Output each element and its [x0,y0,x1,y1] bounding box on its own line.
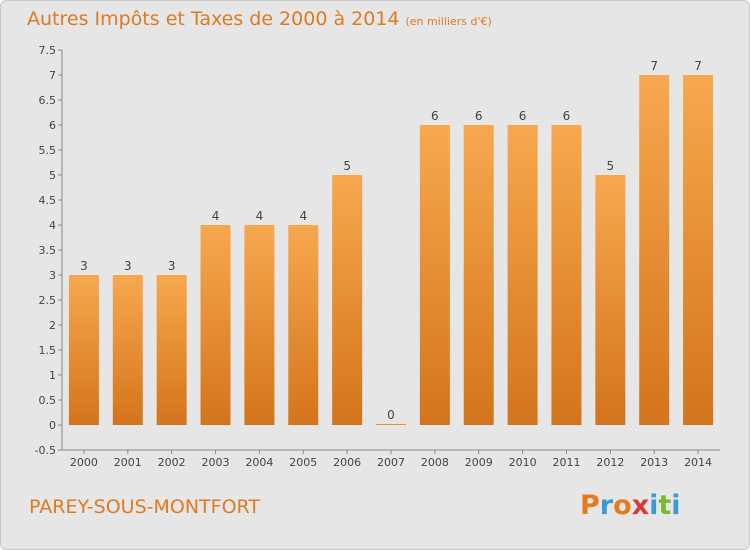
bar-value-label: 3 [124,259,132,273]
x-tick-label: 2004 [245,456,273,469]
x-tick-label: 2002 [158,456,186,469]
y-tick-label: 7 [49,69,56,82]
y-tick-label: 1.5 [39,344,57,357]
bar-value-label: 5 [343,159,351,173]
bar-value-label: 6 [475,109,483,123]
bar [156,275,187,425]
bar [419,125,450,425]
y-tick-label: -0.5 [35,444,56,457]
x-tick-label: 2005 [289,456,317,469]
bar [332,175,363,425]
bar [112,275,143,425]
bar [551,125,582,425]
y-tick-label: 3 [49,269,56,282]
chart-title: Autres Impôts et Taxes de 2000 à 2014 (en… [27,8,492,30]
bar [200,225,231,425]
x-tick-label: 2009 [465,456,493,469]
y-tick-label: 0 [49,419,56,432]
bar-value-label: 3 [80,259,88,273]
bar-value-label: 4 [256,209,264,223]
x-tick-label: 2001 [114,456,142,469]
bar [639,75,670,425]
bar [683,75,714,425]
bar-value-label: 6 [563,109,571,123]
y-tick-label: 3.5 [39,244,57,257]
y-tick-label: 7.5 [39,44,57,57]
logo-letter: t [658,490,672,521]
x-tick-label: 2007 [377,456,405,469]
town-name: PAREY-SOUS-MONTFORT [29,496,260,518]
y-tick-label: 6 [49,119,56,132]
chart-unit: (en milliers d'€) [405,15,492,28]
logo-letter: x [631,490,650,521]
y-tick-label: 4.5 [39,194,57,207]
logo-letter: i [671,490,681,521]
bar [244,225,275,425]
x-tick-label: 2012 [596,456,624,469]
y-tick-label: 4 [49,219,56,232]
bar [68,275,99,425]
y-tick-label: 5 [49,169,56,182]
y-tick-label: 0.5 [39,394,57,407]
proxiti-logo: Proxiti [580,490,681,521]
x-tick-label: 2011 [552,456,580,469]
bar [376,424,406,425]
logo-letter: o [613,490,632,521]
bar [288,225,319,425]
bar-value-label: 6 [431,109,439,123]
y-tick-label: 6.5 [39,94,57,107]
bar-value-label: 5 [607,159,615,173]
bar-value-label: 3 [168,259,176,273]
y-tick-label: 1 [49,369,56,382]
bar [595,175,626,425]
logo-letter: r [599,490,614,521]
bar-value-label: 7 [650,59,658,73]
bar-value-label: 4 [299,209,307,223]
x-tick-label: 2010 [509,456,537,469]
bar-value-label: 0 [387,408,395,422]
x-tick-label: 2003 [202,456,230,469]
y-tick-label: 2.5 [39,294,57,307]
bar [507,125,538,425]
bar-value-label: 4 [212,209,220,223]
bar-value-label: 6 [519,109,527,123]
x-tick-label: 2006 [333,456,361,469]
y-tick-label: 5.5 [39,144,57,157]
chart-title-text: Autres Impôts et Taxes de 2000 à 2014 [27,8,400,30]
x-tick-label: 2013 [640,456,668,469]
logo-letter: P [580,490,600,521]
y-tick-label: 2 [49,319,56,332]
bar-value-label: 7 [694,59,702,73]
logo-letter: i [649,490,659,521]
x-tick-label: 2000 [70,456,98,469]
bar [463,125,494,425]
x-tick-label: 2014 [684,456,712,469]
x-tick-label: 2008 [421,456,449,469]
